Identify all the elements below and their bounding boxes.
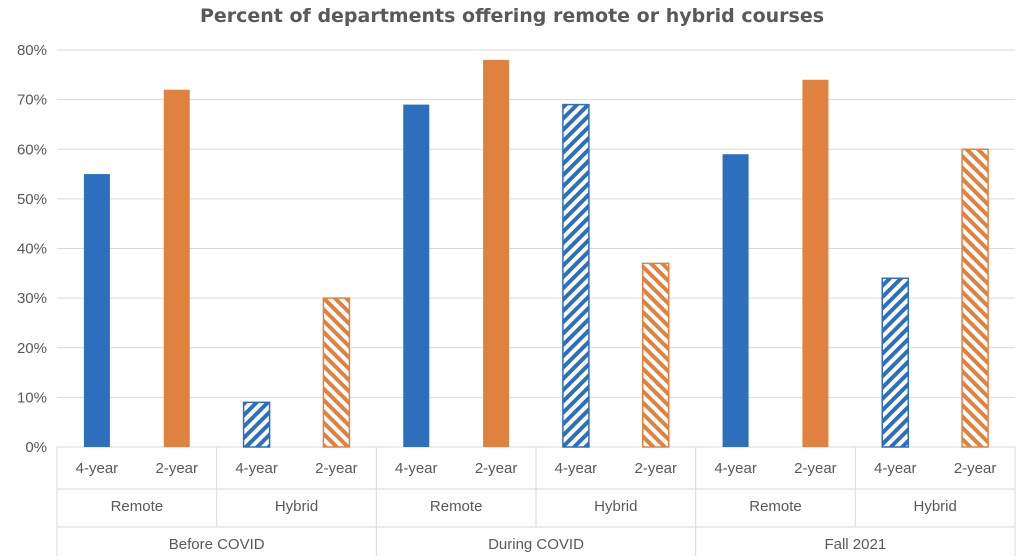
x-tick-label: 4-year [395, 460, 438, 477]
bar-fall-2021-remote-2-year [802, 79, 829, 448]
bar-before-covid-remote-2-year [163, 89, 190, 447]
y-tick-label: 0% [25, 439, 47, 456]
x-tick-label: 2-year [315, 460, 358, 477]
x-tick-label: 4-year [874, 460, 917, 477]
mode-label: Hybrid [913, 498, 956, 515]
mode-label: Hybrid [594, 498, 637, 515]
mode-label: Hybrid [275, 498, 318, 515]
mode-label: Remote [430, 498, 483, 515]
x-tick-label: 4-year [235, 460, 278, 477]
category-axis: 4-year 2-year Remote 4-year 2-year Hybrid Befo… [56, 447, 1016, 556]
x-tick-label: 4-year [555, 460, 598, 477]
y-tick-label: 70% [17, 92, 47, 109]
bar-during-covid-remote-2-year [483, 59, 510, 448]
bar-during-covid-hybrid-4-year [562, 103, 590, 448]
bars [83, 59, 989, 448]
x-tick-label: 4-year [714, 460, 757, 477]
bar-during-covid-hybrid-2-year [642, 262, 670, 448]
mode-label: Remote [749, 498, 802, 515]
y-tick-label: 40% [17, 241, 47, 258]
bar-during-covid-remote-4-year [403, 104, 430, 448]
x-tick-label: 2-year [954, 460, 997, 477]
bar-fall-2021-hybrid-2-year [961, 148, 989, 448]
bar-before-covid-hybrid-4-year [242, 401, 271, 448]
bar-before-covid-remote-4-year [83, 174, 110, 447]
x-tick-label: 2-year [155, 460, 198, 477]
x-tick-label: 4-year [76, 460, 119, 477]
period-label: During COVID [488, 536, 584, 553]
gridlines [57, 49, 1015, 448]
y-tick-label: 80% [17, 42, 47, 59]
y-tick-label: 30% [17, 290, 47, 307]
bar-fall-2021-hybrid-4-year [881, 277, 909, 448]
x-tick-label: 2-year [794, 460, 837, 477]
x-tick-label: 2-year [475, 460, 518, 477]
mode-label: Remote [111, 498, 164, 515]
period-label: Before COVID [169, 536, 265, 553]
y-axis-ticks: 0% 10% 20% 30% 40% 50% 60% 70% 80% [17, 42, 47, 456]
period-label: Fall 2021 [824, 536, 886, 553]
bar-before-covid-hybrid-2-year [322, 297, 351, 448]
y-tick-label: 50% [17, 191, 47, 208]
y-tick-label: 10% [17, 389, 47, 406]
y-tick-label: 60% [17, 141, 47, 158]
chart-title: Percent of departments offering remote o… [200, 5, 824, 27]
x-tick-label: 2-year [634, 460, 677, 477]
bar-fall-2021-remote-4-year [722, 154, 749, 447]
y-tick-label: 20% [17, 340, 47, 357]
